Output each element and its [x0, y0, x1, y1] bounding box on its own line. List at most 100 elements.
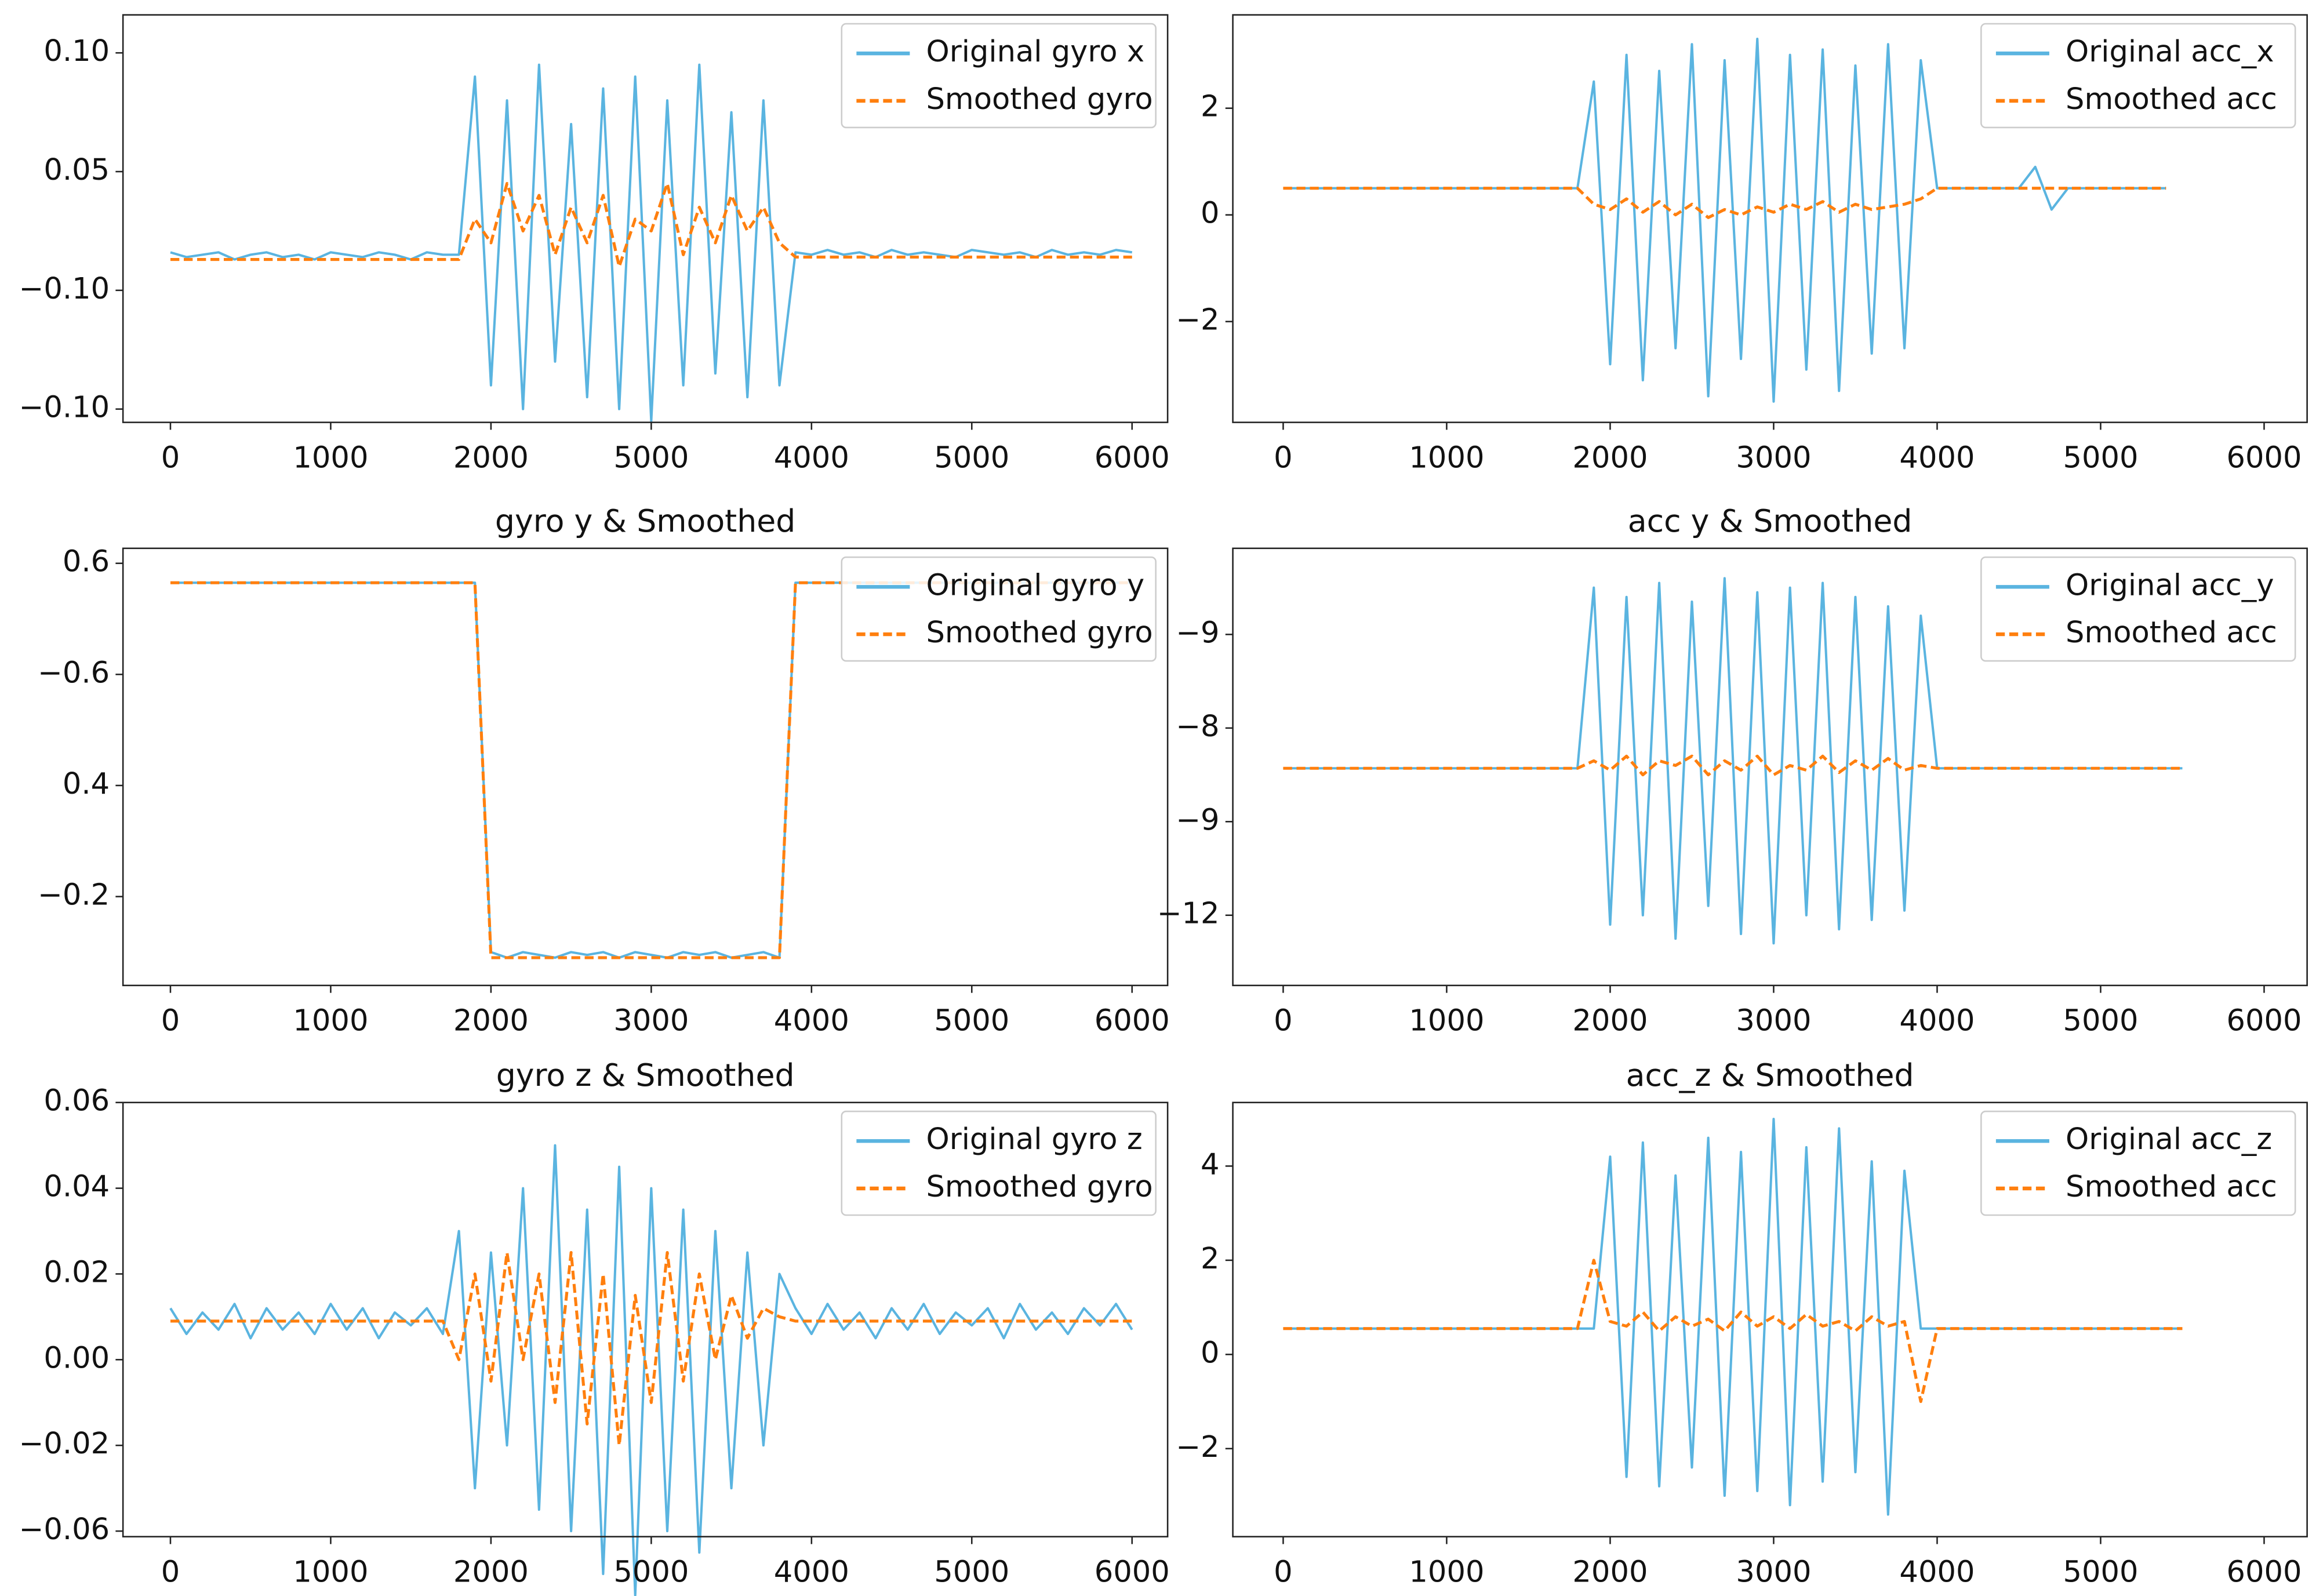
x-tick-label: 4000: [1899, 1555, 1975, 1590]
x-tick-label: 1000: [1409, 1555, 1484, 1590]
subplot: 0 1000 2000 3000 4000 5000 6000 2 0 −2 Original ac…: [1176, 14, 2308, 475]
y-tick-label: 0.05: [43, 153, 110, 187]
legend-label: Original gyro y: [926, 568, 1144, 602]
legend-box: [1980, 23, 2296, 129]
x-tick-label: 1000: [293, 441, 368, 475]
legend-label: Original acc_x: [2066, 35, 2274, 69]
y-tick-label: 2: [1201, 90, 1220, 124]
y-tick-label: 0.4: [63, 767, 110, 801]
x-tick-label: 2000: [1572, 441, 1648, 475]
data-line: [1283, 754, 2183, 777]
x-tick-label: 4000: [1899, 441, 1975, 475]
x-tick-label: 3000: [1736, 1555, 1811, 1590]
subplot-title: gyro z & Smoothed: [496, 1057, 795, 1093]
legend-box: [1980, 556, 2296, 662]
x-tick-label: 6000: [2226, 441, 2302, 475]
x-tick-label: 6000: [1095, 1004, 1170, 1038]
y-tick-label: −0.06: [19, 1513, 110, 1547]
y-tick-label: −2: [1176, 303, 1219, 337]
plot-frame: [1232, 547, 2308, 987]
x-tick-label: 2000: [453, 441, 529, 475]
y-tick-label: −0.2: [38, 878, 110, 912]
x-tick-label: 6000: [1095, 441, 1170, 475]
y-tick-label: −8: [1176, 710, 1219, 744]
x-tick-label: 1000: [293, 1004, 368, 1038]
x-tick-label: 0: [161, 441, 180, 475]
legend-label: Original gyro z: [926, 1122, 1142, 1157]
x-tick-label: 5000: [2063, 1555, 2138, 1590]
y-tick-label: 0.00: [43, 1341, 110, 1375]
y-tick-label: 2: [1201, 1242, 1220, 1276]
x-tick-label: 0: [1274, 1004, 1293, 1038]
data-line: [170, 1250, 1132, 1447]
subplot: acc_z & Smoothed 0 1000 2000 3000 4000 5000 600…: [1176, 1057, 2308, 1590]
x-tick-label: 3000: [613, 1004, 689, 1038]
subplot-title: acc y & Smoothed: [1628, 503, 1913, 539]
data-line: [1283, 1259, 2183, 1404]
legend-box: [1980, 1110, 2296, 1216]
data-line: [170, 63, 1133, 423]
legend-label: Smoothed acc: [2066, 82, 2277, 117]
x-tick-label: 6000: [2226, 1004, 2302, 1038]
plot-frame: [1232, 14, 2308, 423]
x-tick-label: 2000: [1572, 1555, 1648, 1590]
x-tick-label: 5000: [2063, 1004, 2138, 1038]
subplot: gyro y & Smoothed 0 1000 2000 3000 4000 5000 60…: [38, 503, 1170, 1038]
data-line: [170, 581, 1132, 959]
data-line: [169, 1144, 1133, 1596]
y-tick-label: 0.04: [43, 1170, 110, 1204]
x-tick-label: 3000: [1736, 1004, 1811, 1038]
x-tick-label: 0: [161, 1555, 180, 1590]
y-tick-label: −9: [1176, 616, 1219, 650]
legend-label: Smoothed gyro: [926, 1170, 1152, 1204]
plot-frame: [1232, 1101, 2308, 1537]
x-tick-label: 4000: [1899, 1004, 1975, 1038]
x-tick-label: 6000: [1095, 1555, 1170, 1590]
legend-label: Smoothed gyro: [926, 82, 1152, 117]
y-tick-label: −0.6: [38, 656, 110, 690]
x-tick-label: 6000: [2226, 1555, 2302, 1590]
y-tick-label: 0.02: [43, 1255, 110, 1289]
subplot: gyro z & Smoothed 0 1000 2000 5000 4000 5000 60…: [19, 1057, 1170, 1596]
y-tick-label: 0: [1201, 1336, 1220, 1370]
legend-box: [841, 556, 1157, 662]
data-line: [1283, 187, 2166, 219]
x-tick-label: 1000: [1409, 441, 1484, 475]
x-tick-label: 5000: [613, 1555, 689, 1590]
x-tick-label: 5000: [934, 1004, 1009, 1038]
legend-box: [841, 23, 1157, 129]
x-tick-label: 5000: [934, 1555, 1009, 1590]
y-tick-label: 4: [1201, 1147, 1220, 1181]
x-tick-label: 3000: [1736, 441, 1811, 475]
legend-box: [841, 1110, 1157, 1216]
x-tick-label: 1000: [293, 1555, 368, 1590]
x-tick-label: 1000: [1409, 1004, 1484, 1038]
x-tick-label: 0: [161, 1004, 180, 1038]
subplot: 0 1000 2000 5000 4000 5000 6000 0.10 0.05 −0.10 −0…: [19, 14, 1170, 475]
x-tick-label: 2000: [453, 1555, 529, 1590]
x-tick-label: 5000: [934, 441, 1009, 475]
y-tick-label: −12: [1157, 897, 1220, 931]
subplot-title: acc_z & Smoothed: [1626, 1057, 1914, 1093]
legend-label: Smoothed acc: [2066, 1170, 2277, 1204]
subplot: acc y & Smoothed 0 1000 2000 3000 4000 5000 600…: [1157, 503, 2308, 1038]
y-tick-label: 0.6: [63, 545, 110, 579]
legend-label: Smoothed acc: [2066, 616, 2277, 650]
x-tick-label: 4000: [774, 1555, 849, 1590]
y-tick-label: −0.10: [19, 272, 110, 306]
x-tick-label: 2000: [1572, 1004, 1648, 1038]
legend-label: Original acc_z: [2066, 1122, 2272, 1157]
legend-label: Original acc_y: [2066, 568, 2274, 602]
plot-frame: [122, 1101, 1169, 1537]
plot-frame: [122, 547, 1169, 987]
y-tick-label: −0.02: [19, 1427, 110, 1461]
x-tick-label: 4000: [774, 441, 849, 475]
legend-label: Original gyro x: [926, 35, 1144, 69]
plot-frame: [122, 14, 1169, 423]
y-tick-label: −2: [1176, 1430, 1219, 1464]
x-tick-label: 5000: [613, 441, 689, 475]
legend-label: Smoothed gyro: [926, 616, 1152, 650]
x-tick-label: 2000: [453, 1004, 529, 1038]
y-tick-label: −9: [1176, 803, 1219, 837]
